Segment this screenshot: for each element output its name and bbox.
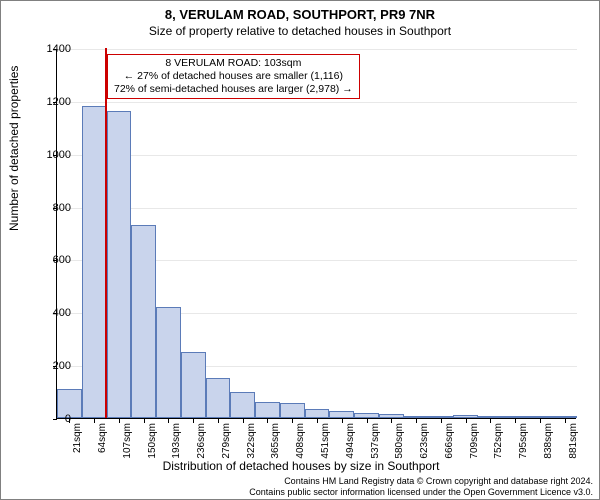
xtick-label: 21sqm [72, 423, 83, 453]
histogram-bar [255, 402, 280, 418]
xtick-mark [94, 419, 95, 423]
ytick-label: 1200 [31, 96, 71, 108]
xtick-label: 580sqm [394, 423, 405, 459]
histogram-bar [478, 416, 503, 418]
xtick-mark [441, 419, 442, 423]
annotation-line3: 72% of semi-detached houses are larger (… [114, 83, 353, 96]
histogram-bar [329, 411, 354, 418]
histogram-bar [280, 403, 305, 418]
annotation-box: 8 VERULAM ROAD: 103sqm ← 27% of detached… [107, 54, 360, 99]
xtick-mark [367, 419, 368, 423]
xtick-label: 236sqm [196, 423, 207, 459]
histogram-bar [230, 392, 255, 418]
xtick-label: 838sqm [543, 423, 554, 459]
xtick-label: 279sqm [221, 423, 232, 459]
xtick-label: 881sqm [568, 423, 579, 459]
xtick-label: 537sqm [370, 423, 381, 459]
xtick-label: 494sqm [345, 423, 356, 459]
chart-title: 8, VERULAM ROAD, SOUTHPORT, PR9 7NR [1, 7, 599, 22]
annotation-line1: 8 VERULAM ROAD: 103sqm [114, 57, 353, 70]
xtick-mark [267, 419, 268, 423]
ytick-label: 600 [31, 254, 71, 266]
histogram-bar [428, 416, 453, 418]
xtick-label: 322sqm [246, 423, 257, 459]
chart-container: 8, VERULAM ROAD, SOUTHPORT, PR9 7NR Size… [0, 0, 600, 500]
gridline [57, 208, 577, 209]
ytick-label: 1000 [31, 149, 71, 161]
histogram-bar [107, 111, 132, 418]
x-axis-title: Distribution of detached houses by size … [1, 459, 600, 473]
histogram-bar [379, 414, 404, 418]
histogram-bar [305, 409, 330, 418]
xtick-mark [144, 419, 145, 423]
xtick-label: 752sqm [493, 423, 504, 459]
ytick-label: 400 [31, 307, 71, 319]
xtick-mark [490, 419, 491, 423]
xtick-mark [515, 419, 516, 423]
xtick-label: 623sqm [419, 423, 430, 459]
xtick-mark [466, 419, 467, 423]
histogram-bar [404, 416, 429, 418]
histogram-bar [82, 106, 107, 418]
xtick-label: 64sqm [97, 423, 108, 453]
xtick-mark [565, 419, 566, 423]
xtick-label: 193sqm [171, 423, 182, 459]
footer-attribution: Contains HM Land Registry data © Crown c… [249, 476, 593, 497]
xtick-label: 451sqm [320, 423, 331, 459]
ytick-label: 200 [31, 360, 71, 372]
footer-line2: Contains public sector information licen… [249, 487, 593, 497]
histogram-bar [354, 413, 379, 418]
xtick-mark [119, 419, 120, 423]
xtick-label: 408sqm [295, 423, 306, 459]
plot-area: 21sqm64sqm107sqm150sqm193sqm236sqm279sqm… [56, 49, 576, 419]
xtick-label: 709sqm [469, 423, 480, 459]
xtick-label: 666sqm [444, 423, 455, 459]
xtick-mark [218, 419, 219, 423]
histogram-bar [527, 416, 552, 418]
histogram-bar [181, 352, 206, 418]
xtick-mark [193, 419, 194, 423]
xtick-mark [391, 419, 392, 423]
histogram-bar [206, 378, 231, 418]
xtick-label: 365sqm [270, 423, 281, 459]
histogram-bar [131, 225, 156, 418]
ytick-label: 1400 [31, 43, 71, 55]
property-marker-line [105, 48, 107, 418]
plot: 21sqm64sqm107sqm150sqm193sqm236sqm279sqm… [56, 49, 576, 419]
histogram-bar [156, 307, 181, 418]
histogram-bar [552, 416, 577, 418]
chart-subtitle: Size of property relative to detached ho… [1, 24, 599, 38]
xtick-label: 795sqm [518, 423, 529, 459]
annotation-line2: ← 27% of detached houses are smaller (1,… [114, 70, 353, 83]
xtick-label: 107sqm [122, 423, 133, 459]
xtick-mark [540, 419, 541, 423]
xtick-mark [416, 419, 417, 423]
footer-line1: Contains HM Land Registry data © Crown c… [249, 476, 593, 486]
y-axis-title: Number of detached properties [7, 66, 21, 231]
xtick-mark [168, 419, 169, 423]
xtick-mark [292, 419, 293, 423]
xtick-label: 150sqm [147, 423, 158, 459]
gridline [57, 102, 577, 103]
ytick-label: 800 [31, 202, 71, 214]
xtick-mark [342, 419, 343, 423]
xtick-mark [317, 419, 318, 423]
ytick-label: 0 [31, 413, 71, 425]
xtick-mark [243, 419, 244, 423]
gridline [57, 49, 577, 50]
histogram-bar [453, 415, 478, 418]
histogram-bar [503, 416, 528, 418]
gridline [57, 155, 577, 156]
